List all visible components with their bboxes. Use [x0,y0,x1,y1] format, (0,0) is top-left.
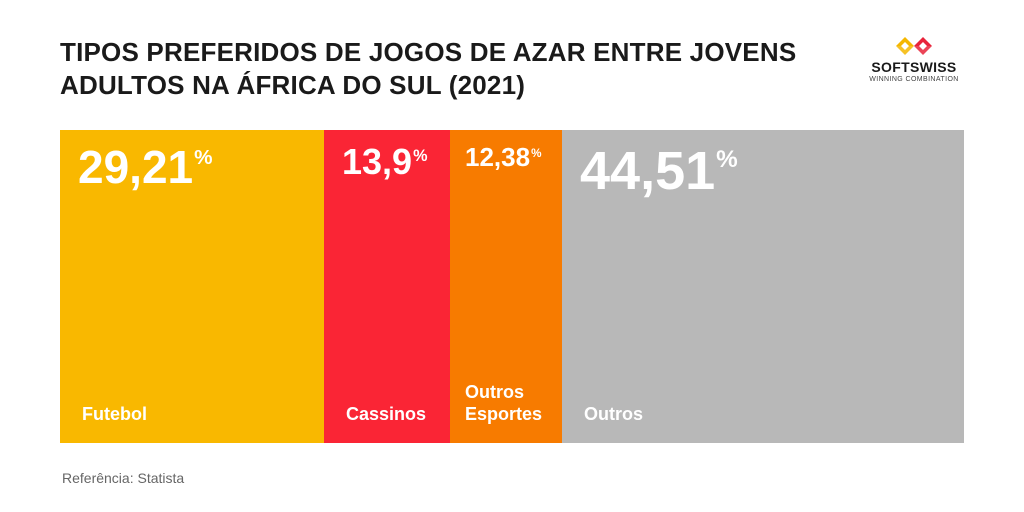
segment-value: 13,9% [342,144,427,180]
segment-value-unit: % [716,146,738,173]
segment-label: Outros [584,404,644,424]
softswiss-logo-icon [896,37,932,55]
segment-value-number: 13,9 [342,141,413,182]
logo-wordmark: SOFTSWISS [871,59,957,75]
segment-value: 44,51% [580,144,738,198]
segment-value-unit: % [413,147,428,165]
segment-outros-esportes: 12,38% Outros Esportes [450,130,562,443]
softswiss-logo: SOFTSWISS WINNING COMBINATION [858,34,970,98]
treemap-chart: 29,21% Futebol 13,9% Cassinos 12,38% Outros E… [60,130,964,443]
segment-futebol: 29,21% Futebol [60,130,324,443]
segment-label: Outros Esportes [465,382,543,424]
segment-value-number: 29,21 [78,141,194,193]
segment-value-number: 44,51 [580,141,716,201]
segment-label: Cassinos [346,404,427,424]
segment-value: 29,21% [78,144,213,190]
segment-value: 12,38% [465,144,541,170]
segment-value-unit: % [531,147,542,160]
segment-label: Futebol [82,404,147,424]
source-note: Referência: Statista [62,470,185,486]
logo-tagline: WINNING COMBINATION [869,76,959,83]
chart-title: TIPOS PREFERIDOS DE JOGOS DE AZAR ENTRE … [60,37,797,100]
segment-cassinos: 13,9% Cassinos [324,130,450,443]
segment-value-unit: % [194,146,213,169]
segment-value-number: 12,38 [465,142,531,172]
segment-outros: 44,51% Outros [562,130,964,443]
